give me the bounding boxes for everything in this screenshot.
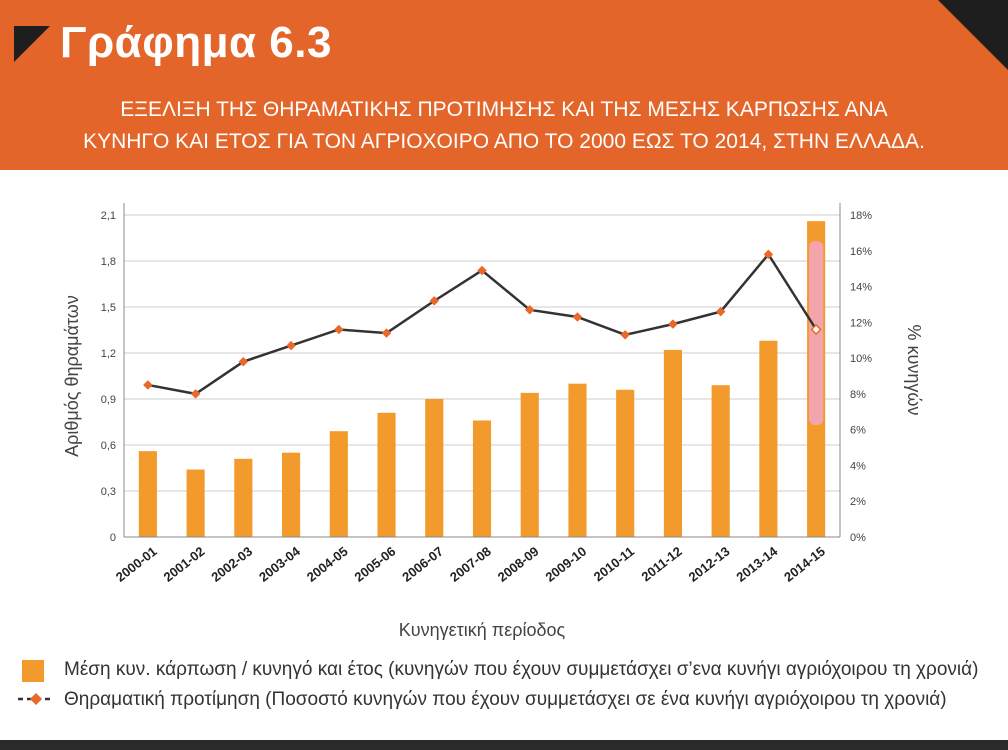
corner-decoration xyxy=(938,0,1008,70)
y-tick-label-left: 1,5 xyxy=(101,302,116,314)
line-point xyxy=(572,312,583,322)
y-tick-label-right: 6% xyxy=(850,425,866,437)
bars xyxy=(138,221,826,537)
subtitle-line-2: ΚΥΝΗΓΟ ΚΑΙ ΕΤΟΣ ΓΙΑ ΤΟΝ ΑΓΡΙΟΧΟΙΡΟ ΑΠΟ Τ… xyxy=(83,130,925,153)
bar xyxy=(186,469,205,537)
x-tick-label: 2009-10 xyxy=(542,544,589,585)
subtitle-line-1: ΕΞΕΛΙΞΗ ΤΗΣ ΘΗΡΑΜΑΤΙΚΗΣ ΠΡΟΤΙΜΗΣΗΣ ΚΑΙ Τ… xyxy=(120,98,888,121)
line-point xyxy=(238,356,249,367)
legend: Μέση κυν. κάρπωση / κυνηγό και έτος (κυν… xyxy=(16,656,996,716)
bar xyxy=(281,452,301,537)
legend-item-line: Θηραματική προτίμηση (Ποσοστό κυνηγών πο… xyxy=(16,686,996,716)
line-point xyxy=(381,328,392,338)
line-point xyxy=(190,389,201,399)
bar-swatch-icon xyxy=(22,660,44,682)
bar xyxy=(425,399,444,537)
y-tick-label-right: 18% xyxy=(850,210,872,222)
y-tick-label-right: 4% xyxy=(850,460,866,472)
x-axis-ticks: 2000-01 2001-02 2002-03 2003-04 2004-05 2005-… xyxy=(113,543,828,585)
y-tick-label-right: 0% xyxy=(850,532,866,544)
bar xyxy=(711,385,730,537)
chart: 0 0,3 0,6 0,9 1,2 1,5 1,8 2,1 0% 2% 4% 6% 8% 10% 12% 1… xyxy=(62,203,924,640)
x-axis-label: Κυνηγετική περίοδος xyxy=(399,620,566,640)
bar xyxy=(234,458,253,537)
left-axis-ticks: 0 0,3 0,6 0,9 1,2 1,5 1,8 2,1 xyxy=(101,210,116,544)
x-tick-label: 2010-11 xyxy=(591,544,637,585)
bar xyxy=(472,420,492,537)
line-point xyxy=(143,380,153,390)
legend-item-bars: Μέση κυν. κάρπωση / κυνηγό και έτος (κυν… xyxy=(16,656,996,686)
x-tick-label: 2014-15 xyxy=(781,544,828,585)
axes xyxy=(123,203,841,538)
x-tick-label: 2006-07 xyxy=(399,544,446,585)
chart-subtitle: ΕΞΕΛΙΞΗ ΤΗΣ ΘΗΡΑΜΑΤΙΚΗΣ ΠΡΟΤΙΜΗΣΗΣ ΚΑΙ Τ… xyxy=(0,94,1008,158)
bar xyxy=(759,340,778,537)
bar xyxy=(663,349,683,537)
line-point xyxy=(524,304,535,315)
x-tick-label: 2004-05 xyxy=(304,544,351,585)
legend-label-line: Θηραματική προτίμηση (Ποσοστό κυνηγών πο… xyxy=(64,689,947,710)
y-tick-label-right: 12% xyxy=(850,317,872,329)
bar xyxy=(568,383,587,537)
x-tick-label: 2013-14 xyxy=(733,543,780,585)
y-tick-label-left: 0,6 xyxy=(101,440,116,452)
y-tick-label-left: 0,9 xyxy=(101,394,116,406)
y-tick-label-right: 8% xyxy=(850,389,866,401)
chart-title: Γράφημα 6.3 xyxy=(60,18,332,67)
line-point xyxy=(620,330,631,340)
line-series xyxy=(143,249,822,399)
bar xyxy=(616,389,635,537)
bar xyxy=(329,431,348,537)
line-point xyxy=(763,249,774,260)
y-tick-label-right: 2% xyxy=(850,496,866,508)
line-point xyxy=(477,265,487,276)
x-tick-label: 2011-12 xyxy=(639,544,685,585)
bar xyxy=(138,451,157,537)
x-tick-label: 2002-03 xyxy=(208,544,255,585)
line-point xyxy=(429,296,440,306)
x-tick-label: 2001-02 xyxy=(161,544,208,585)
header-banner: Γράφημα 6.3 ΕΞΕΛΙΞΗ ΤΗΣ ΘΗΡΑΜΑΤΙΚΗΣ ΠΡΟΤ… xyxy=(0,0,1008,170)
y-axis-label-right: % κυνηγών xyxy=(904,325,924,416)
line-point xyxy=(810,323,822,336)
line-point xyxy=(333,324,344,335)
legend-label-bars: Μέση κυν. κάρπωση / κυνηγό και έτος (κυν… xyxy=(64,659,979,680)
title-marker-icon xyxy=(14,26,50,62)
x-tick-label: 2007-08 xyxy=(447,544,494,585)
bar xyxy=(520,392,539,537)
y-tick-label-right: 16% xyxy=(850,246,872,258)
x-tick-label: 2008-09 xyxy=(495,544,542,585)
y-tick-label-left: 2,1 xyxy=(101,210,116,222)
y-tick-label-right: 10% xyxy=(850,353,872,365)
line-point xyxy=(668,319,678,329)
right-axis-ticks: 0% 2% 4% 6% 8% 10% 12% 14% 16% 18% xyxy=(850,210,872,544)
y-tick-label-left: 0 xyxy=(110,532,116,544)
x-tick-label: 2012-13 xyxy=(686,544,733,585)
bar xyxy=(377,412,396,537)
x-tick-label: 2005-06 xyxy=(352,544,399,585)
bottom-border xyxy=(0,740,1008,750)
y-tick-label-left: 1,2 xyxy=(101,348,116,360)
y-tick-label-left: 0,3 xyxy=(101,486,116,498)
y-tick-label-right: 14% xyxy=(850,282,872,294)
x-tick-label: 2003-04 xyxy=(256,543,303,585)
y-axis-label-left: Αριθμός θηραμάτων xyxy=(62,295,82,457)
x-tick-label: 2000-01 xyxy=(113,544,160,585)
dashed-line-diamond-icon xyxy=(18,693,54,705)
line-point xyxy=(715,306,726,317)
line-point xyxy=(286,340,296,351)
y-tick-label-left: 1,8 xyxy=(101,256,116,268)
